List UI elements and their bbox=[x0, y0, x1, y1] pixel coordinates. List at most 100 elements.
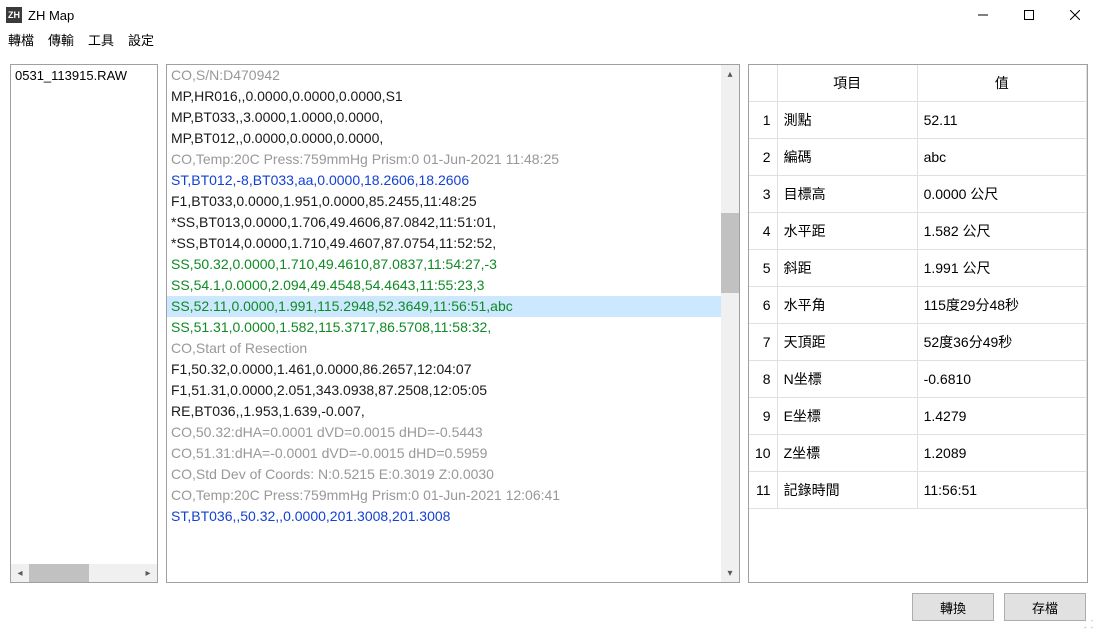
file-list[interactable]: 0531_113915.RAW ◂ ▸ bbox=[10, 64, 158, 583]
row-number: 7 bbox=[749, 324, 777, 361]
menu-settings[interactable]: 設定 bbox=[128, 30, 154, 49]
row-number: 2 bbox=[749, 139, 777, 176]
log-line[interactable]: CO,Start of Resection bbox=[167, 338, 721, 359]
log-line[interactable]: SS,52.11,0.0000,1.991,115.2948,52.3649,1… bbox=[167, 296, 721, 317]
row-key: 水平角 bbox=[777, 287, 917, 324]
menu-transfer[interactable]: 傳輸 bbox=[48, 30, 74, 49]
table-header-key: 項目 bbox=[777, 65, 917, 102]
row-number: 8 bbox=[749, 361, 777, 398]
log-line[interactable]: SS,50.32,0.0000,1.710,49.4610,87.0837,11… bbox=[167, 254, 721, 275]
scroll-down-icon[interactable]: ▾ bbox=[721, 564, 739, 582]
row-value: 52.11 bbox=[917, 102, 1086, 139]
log-line[interactable]: F1,50.32,0.0000,1.461,0.0000,86.2657,12:… bbox=[167, 359, 721, 380]
row-value: 1.2089 bbox=[917, 435, 1086, 472]
row-value: 1.582 公尺 bbox=[917, 213, 1086, 250]
row-key: E坐標 bbox=[777, 398, 917, 435]
log-line[interactable]: *SS,BT014,0.0000,1.710,49.4607,87.0754,1… bbox=[167, 233, 721, 254]
scroll-track[interactable] bbox=[29, 564, 139, 582]
table-row[interactable]: 10Z坐標1.2089 bbox=[749, 435, 1087, 472]
row-key: 斜距 bbox=[777, 250, 917, 287]
table-row[interactable]: 6水平角115度29分48秒 bbox=[749, 287, 1087, 324]
row-number: 11 bbox=[749, 472, 777, 509]
minimize-button[interactable] bbox=[960, 0, 1006, 30]
row-number: 6 bbox=[749, 287, 777, 324]
log-line[interactable]: F1,51.31,0.0000,2.051,343.0938,87.2508,1… bbox=[167, 380, 721, 401]
save-button[interactable]: 存檔 bbox=[1004, 593, 1086, 621]
file-list-item[interactable]: 0531_113915.RAW bbox=[11, 65, 157, 86]
row-value: -0.6810 bbox=[917, 361, 1086, 398]
table-row[interactable]: 3目標高0.0000 公尺 bbox=[749, 176, 1087, 213]
log-vscroll[interactable]: ▴ ▾ bbox=[721, 65, 739, 582]
log-line[interactable]: F1,BT033,0.0000,1.951,0.0000,85.2455,11:… bbox=[167, 191, 721, 212]
detail-table: 項目 值 1測點52.112編碼abc3目標高0.0000 公尺4水平距1.58… bbox=[749, 65, 1087, 509]
row-key: Z坐標 bbox=[777, 435, 917, 472]
log-line[interactable]: *SS,BT013,0.0000,1.706,49.4606,87.0842,1… bbox=[167, 212, 721, 233]
log-line[interactable]: ST,BT036,,50.32,,0.0000,201.3008,201.300… bbox=[167, 506, 721, 527]
log-line[interactable]: CO,Temp:20C Press:759mmHg Prism:0 01-Jun… bbox=[167, 149, 721, 170]
table-row[interactable]: 2編碼abc bbox=[749, 139, 1087, 176]
row-key: 目標高 bbox=[777, 176, 917, 213]
row-key: 編碼 bbox=[777, 139, 917, 176]
log-line[interactable]: CO,Std Dev of Coords: N:0.5215 E:0.3019 … bbox=[167, 464, 721, 485]
scroll-right-icon[interactable]: ▸ bbox=[139, 564, 157, 582]
table-row[interactable]: 8N坐標-0.6810 bbox=[749, 361, 1087, 398]
scroll-left-icon[interactable]: ◂ bbox=[11, 564, 29, 582]
log-line[interactable]: CO,Temp:20C Press:759mmHg Prism:0 01-Jun… bbox=[167, 485, 721, 506]
log-line[interactable]: SS,51.31,0.0000,1.582,115.3717,86.5708,1… bbox=[167, 317, 721, 338]
log-line[interactable]: MP,HR016,,0.0000,0.0000,0.0000,S1 bbox=[167, 86, 721, 107]
file-list-hscroll[interactable]: ◂ ▸ bbox=[11, 564, 157, 582]
row-key: 天頂距 bbox=[777, 324, 917, 361]
window-title: ZH Map bbox=[28, 8, 74, 23]
row-key: 記錄時間 bbox=[777, 472, 917, 509]
row-number: 3 bbox=[749, 176, 777, 213]
row-value: 0.0000 公尺 bbox=[917, 176, 1086, 213]
log-line[interactable]: ST,BT012,-8,BT033,aa,0.0000,18.2606,18.2… bbox=[167, 170, 721, 191]
log-line[interactable]: MP,BT012,,0.0000,0.0000,0.0000, bbox=[167, 128, 721, 149]
scroll-up-icon[interactable]: ▴ bbox=[721, 65, 739, 83]
log-line[interactable]: SS,54.1,0.0000,2.094,49.4548,54.4643,11:… bbox=[167, 275, 721, 296]
row-number: 1 bbox=[749, 102, 777, 139]
table-corner bbox=[749, 65, 777, 102]
table-row[interactable]: 1測點52.11 bbox=[749, 102, 1087, 139]
log-body: CO,S/N:D470942MP,HR016,,0.0000,0.0000,0.… bbox=[167, 65, 721, 582]
menu-tools[interactable]: 工具 bbox=[88, 30, 114, 49]
window-controls bbox=[960, 0, 1098, 30]
scroll-thumb[interactable] bbox=[29, 564, 89, 582]
log-list[interactable]: CO,S/N:D470942MP,HR016,,0.0000,0.0000,0.… bbox=[166, 64, 740, 583]
content-area: 0531_113915.RAW ◂ ▸ CO,S/N:D470942MP,HR0… bbox=[0, 54, 1098, 589]
row-number: 4 bbox=[749, 213, 777, 250]
close-button[interactable] bbox=[1052, 0, 1098, 30]
scroll-track[interactable] bbox=[721, 83, 739, 564]
row-number: 5 bbox=[749, 250, 777, 287]
log-line[interactable]: CO,51.31:dHA=-0.0001 dVD=-0.0015 dHD=0.5… bbox=[167, 443, 721, 464]
log-line[interactable]: MP,BT033,,3.0000,1.0000,0.0000, bbox=[167, 107, 721, 128]
row-value: 1.991 公尺 bbox=[917, 250, 1086, 287]
row-number: 10 bbox=[749, 435, 777, 472]
row-value: 11:56:51 bbox=[917, 472, 1086, 509]
row-value: 52度36分49秒 bbox=[917, 324, 1086, 361]
app-icon: ZH bbox=[6, 7, 22, 23]
table-row[interactable]: 9E坐標1.4279 bbox=[749, 398, 1087, 435]
titlebar: ZH ZH Map bbox=[0, 0, 1098, 30]
table-row[interactable]: 11記錄時間11:56:51 bbox=[749, 472, 1087, 509]
maximize-button[interactable] bbox=[1006, 0, 1052, 30]
log-line[interactable]: CO,S/N:D470942 bbox=[167, 65, 721, 86]
convert-button[interactable]: 轉換 bbox=[912, 593, 994, 621]
row-value: 115度29分48秒 bbox=[917, 287, 1086, 324]
table-row[interactable]: 7天頂距52度36分49秒 bbox=[749, 324, 1087, 361]
row-key: N坐標 bbox=[777, 361, 917, 398]
log-line[interactable]: RE,BT036,,1.953,1.639,-0.007, bbox=[167, 401, 721, 422]
row-value: 1.4279 bbox=[917, 398, 1086, 435]
log-line[interactable]: CO,50.32:dHA=0.0001 dVD=0.0015 dHD=-0.54… bbox=[167, 422, 721, 443]
row-value: abc bbox=[917, 139, 1086, 176]
menu-convert[interactable]: 轉檔 bbox=[8, 30, 34, 49]
resize-grip-icon[interactable]: ⸬ bbox=[1084, 617, 1096, 629]
menubar: 轉檔 傳輸 工具 設定 bbox=[0, 30, 1098, 54]
table-row[interactable]: 5斜距1.991 公尺 bbox=[749, 250, 1087, 287]
row-number: 9 bbox=[749, 398, 777, 435]
scroll-thumb[interactable] bbox=[721, 213, 739, 293]
row-key: 測點 bbox=[777, 102, 917, 139]
table-header-value: 值 bbox=[917, 65, 1086, 102]
file-list-body: 0531_113915.RAW bbox=[11, 65, 157, 564]
table-row[interactable]: 4水平距1.582 公尺 bbox=[749, 213, 1087, 250]
